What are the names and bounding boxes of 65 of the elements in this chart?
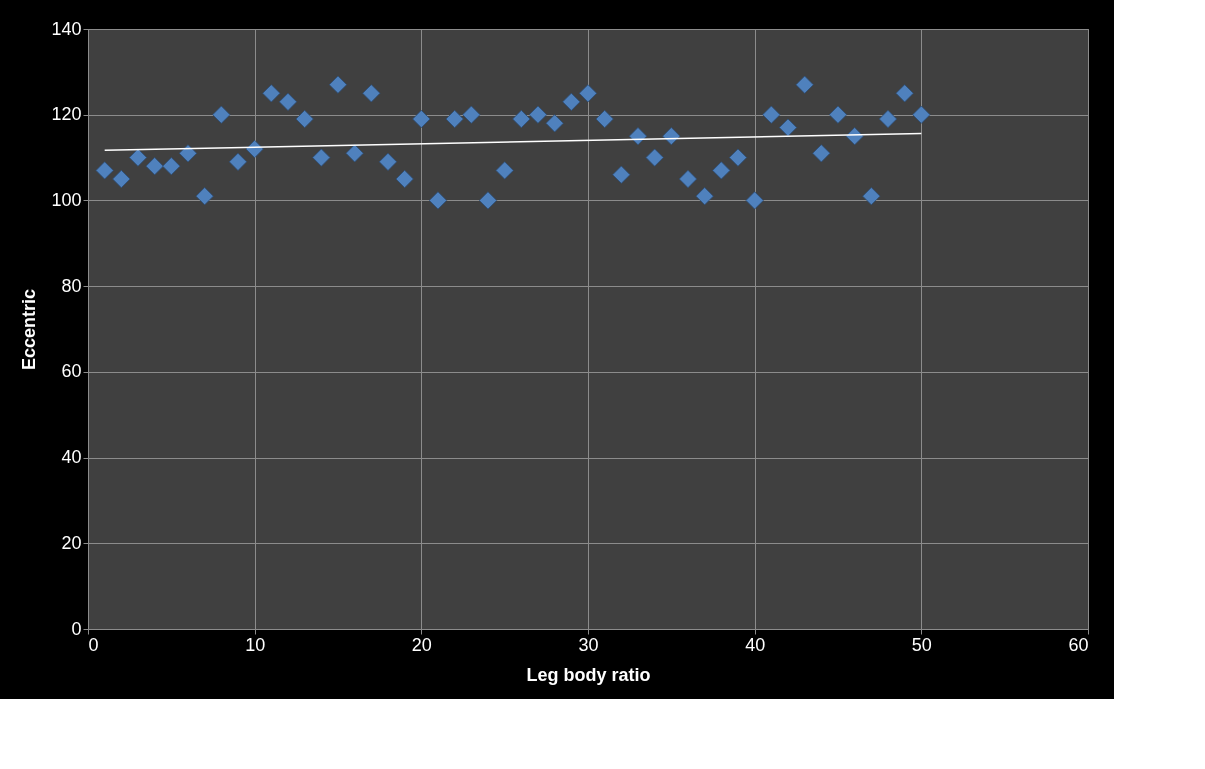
point <box>228 152 248 171</box>
point <box>445 109 464 129</box>
x-tick-label: 50 <box>911 634 932 655</box>
x-tick-label: 30 <box>578 634 599 655</box>
point <box>895 84 914 103</box>
point <box>745 191 764 210</box>
point <box>278 92 298 111</box>
point <box>412 109 431 129</box>
y-tick-label: 140 <box>51 18 82 39</box>
point <box>612 165 631 184</box>
point <box>762 105 781 124</box>
point <box>328 75 348 94</box>
point <box>545 114 564 133</box>
point <box>428 191 448 210</box>
point <box>162 157 181 176</box>
point <box>112 169 131 189</box>
point <box>912 105 931 124</box>
y-axis-title: Eccentric <box>19 288 40 371</box>
point <box>728 148 748 167</box>
point <box>795 75 814 94</box>
y-tick-label: 80 <box>61 275 82 296</box>
point <box>695 187 714 206</box>
point <box>395 169 414 189</box>
point <box>178 144 198 163</box>
point <box>712 161 731 180</box>
point <box>478 191 498 210</box>
x-tick-label: 60 <box>1068 634 1089 655</box>
point <box>362 84 381 103</box>
point <box>378 152 398 171</box>
point <box>528 105 548 124</box>
point <box>562 92 581 111</box>
point <box>295 109 314 129</box>
point <box>212 105 231 124</box>
y-tick-label: 60 <box>61 361 82 382</box>
point <box>578 84 598 103</box>
point <box>812 144 831 163</box>
point <box>128 148 148 167</box>
point <box>512 109 531 129</box>
point <box>645 148 664 167</box>
point <box>462 105 481 124</box>
x-tick-label: 10 <box>245 634 266 655</box>
point <box>595 109 614 129</box>
x-tick-label: 20 <box>411 634 432 655</box>
point <box>262 84 281 103</box>
x-tick-label: 40 <box>745 634 766 655</box>
point <box>495 161 514 180</box>
point <box>312 148 331 167</box>
point <box>95 161 114 180</box>
y-tick-label: 100 <box>51 189 82 210</box>
y-tick-label: 0 <box>71 618 82 639</box>
point <box>878 109 898 129</box>
point <box>345 144 364 163</box>
x-axis-title: Leg body ratio <box>526 664 651 685</box>
point <box>828 105 848 124</box>
point <box>145 157 164 176</box>
x-tick-label: 0 <box>88 634 99 655</box>
y-tick-label: 40 <box>61 447 82 468</box>
point <box>195 187 214 206</box>
point <box>628 127 648 146</box>
point <box>862 187 881 206</box>
point <box>662 127 681 146</box>
point <box>778 118 798 137</box>
point <box>678 169 698 189</box>
y-tick-label: 120 <box>51 104 82 125</box>
y-tick-label: 20 <box>61 532 82 553</box>
